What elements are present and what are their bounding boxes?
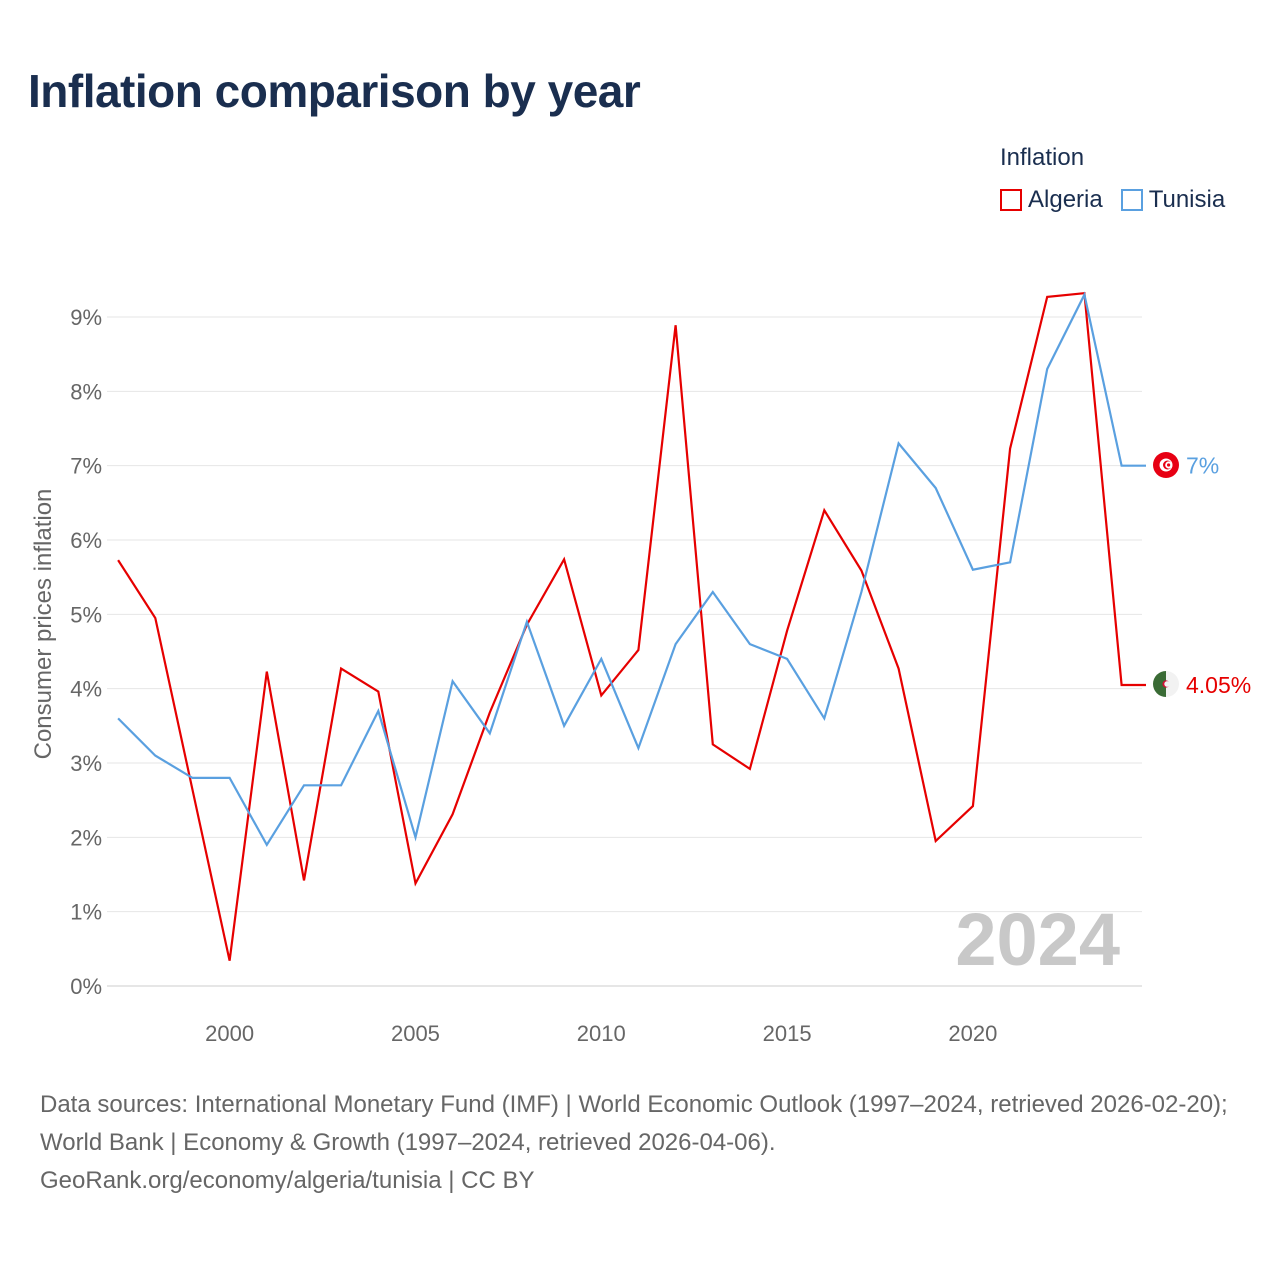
footer: Data sources: International Monetary Fun… <box>40 1086 1250 1200</box>
y-tick-label: 9% <box>70 305 102 330</box>
source-link[interactable]: GeoRank.org/economy/algeria/tunisia | CC… <box>40 1167 535 1194</box>
y-tick-label: 2% <box>70 825 102 850</box>
legend-title: Inflation <box>1000 144 1085 171</box>
series-line-algeria <box>117 291 1146 961</box>
legend-swatch-tunisia <box>1120 189 1143 211</box>
x-tick-label: 2010 <box>577 1021 626 1046</box>
legend-item-tunisia[interactable]: Tunisia <box>1120 186 1226 214</box>
watermark-year: 2024 <box>955 898 1120 981</box>
x-tick-label: 2005 <box>391 1021 440 1046</box>
y-tick-label: 4% <box>70 677 102 702</box>
x-tick-label: 2020 <box>948 1021 997 1046</box>
x-tick-label: 2015 <box>763 1021 812 1046</box>
series-line-tunisia <box>117 291 1146 847</box>
legend-swatch-algeria <box>1000 189 1022 211</box>
y-tick-label: 0% <box>70 974 102 999</box>
x-tick-label: 2000 <box>205 1021 254 1046</box>
y-tick-label: 1% <box>70 900 102 925</box>
legend-item-algeria[interactable]: Algeria <box>1000 186 1103 214</box>
tunisia-flag-icon <box>1153 452 1179 478</box>
y-tick-label: 8% <box>70 379 102 404</box>
y-tick-label: 5% <box>70 602 102 627</box>
line-chart: 0% 1% 2% 3% 4% 5% 6% 7% 8% 9% 2000 2005 2010 2015 2020… <box>30 291 1251 1046</box>
legend-label-tunisia: Tunisia <box>1148 186 1226 213</box>
legend-label-algeria: Algeria <box>1028 186 1103 213</box>
algeria-flag-icon <box>1153 671 1179 697</box>
end-label-tunisia: 7% <box>1186 453 1219 479</box>
y-tick-label: 3% <box>70 751 102 776</box>
y-tick-label: 7% <box>70 454 102 479</box>
y-tick-label: 6% <box>70 528 102 553</box>
y-axis-label: Consumer prices inflation <box>30 489 57 760</box>
end-label-algeria: 4.05% <box>1186 672 1251 698</box>
chart-title: Inflation comparison by year <box>28 65 641 117</box>
data-sources: Data sources: International Monetary Fun… <box>40 1091 1228 1156</box>
legend: Algeria Tunisia <box>1000 186 1243 214</box>
